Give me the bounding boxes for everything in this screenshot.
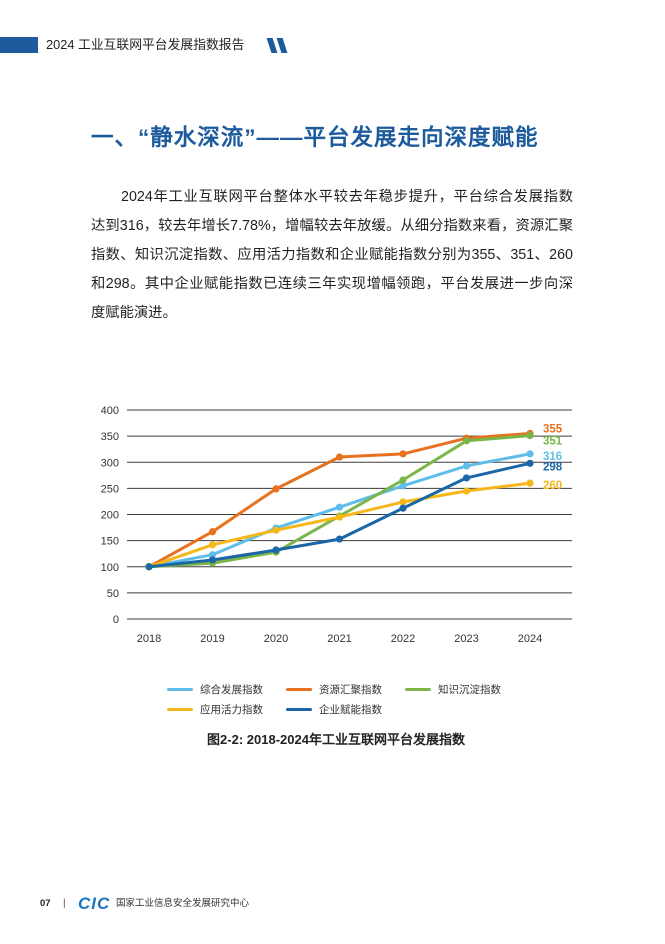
legend-label: 资源汇聚指数 [319, 683, 382, 696]
x-tick-label: 2023 [454, 633, 478, 645]
series-group [145, 432, 534, 571]
report-header-title: 2024 工业互联网平台发展指数报告 [46, 37, 245, 52]
data-point-marker [462, 474, 471, 482]
legend-item: 知识沉淀指数 [405, 679, 524, 699]
stripe-mark [266, 38, 278, 53]
x-tick-label: 2018 [137, 633, 161, 645]
legend-item: 综合发展指数 [167, 679, 286, 699]
y-tick-label: 300 [101, 457, 119, 469]
legend-label: 综合发展指数 [200, 683, 263, 696]
data-point-marker [208, 528, 217, 536]
chart-series [145, 429, 534, 571]
paragraph-line: 指数、知识沉淀指数、应用活力指数和企业赋能指数分别为355、351、260 [91, 247, 573, 263]
data-point-marker [272, 526, 280, 534]
data-point-marker [272, 485, 280, 493]
legend-label: 应用活力指数 [200, 703, 263, 716]
x-tick-label: 2019 [200, 633, 224, 645]
chart-legend: 综合发展指数 资源汇聚指数 知识沉淀指数 应用活力指数 企业赋能指数 [167, 679, 527, 719]
y-tick-label: 350 [101, 431, 119, 443]
cic-logo: CIC [78, 894, 111, 913]
data-point-marker [526, 432, 534, 440]
y-tick-label: 100 [101, 562, 119, 574]
legend-label: 企业赋能指数 [319, 703, 382, 716]
header-stripes-icon [266, 38, 291, 53]
legend-swatch [167, 707, 193, 711]
data-point-marker [526, 479, 534, 487]
paragraph-line: 和298。其中企业赋能指数已连续三年实现增幅领跑，平台发展进一步向深 [91, 276, 573, 292]
paragraph-line: 2024年工业互联网平台整体水平较去年稳步提升，平台综合发展指数 [121, 189, 573, 205]
y-tick-label: 400 [101, 405, 119, 417]
body-paragraph: 2024年工业互联网平台整体水平较去年稳步提升，平台综合发展指数 达到316，较… [91, 183, 573, 328]
x-axis-labels: 2018 2019 2020 2021 2022 2023 2024 [137, 633, 542, 645]
index-line-chart: 0 50 100 150 200 250 300 350 400 2018 2019 2020 202… [101, 405, 572, 645]
data-point-marker [462, 487, 471, 495]
footer-separator: | [63, 898, 66, 909]
legend-item: 应用活力指数 [167, 699, 286, 719]
series-line [147, 481, 532, 569]
paragraph-line: 度赋能演进。 [91, 305, 177, 321]
data-label: 355 [543, 424, 563, 436]
y-tick-label: 150 [101, 536, 119, 548]
legend-item: 企业赋能指数 [286, 699, 405, 719]
data-point-marker [208, 556, 217, 564]
x-tick-label: 2024 [518, 633, 542, 645]
data-point-marker [335, 453, 344, 461]
data-point-marker [145, 563, 153, 571]
x-tick-label: 2021 [327, 633, 351, 645]
data-point-marker [399, 498, 407, 506]
footer-org-name: 国家工业信息安全发展研究中心 [116, 898, 250, 909]
data-point-marker [335, 513, 344, 521]
data-label: 351 [543, 436, 563, 448]
legend-item: 资源汇聚指数 [286, 679, 405, 699]
data-point-marker [526, 450, 534, 458]
header-accent-bar [0, 37, 38, 53]
x-tick-label: 2020 [264, 633, 288, 645]
legend-swatch [405, 687, 431, 691]
stripe-mark [276, 38, 288, 53]
y-tick-label: 250 [101, 483, 119, 495]
legend-swatch [167, 687, 193, 691]
data-point-marker [335, 535, 344, 543]
y-tick-label: 200 [101, 510, 119, 522]
data-point-marker [399, 504, 407, 512]
data-point-marker [399, 482, 407, 490]
page-number: 07 [40, 898, 51, 909]
data-label: 316 [543, 451, 562, 463]
data-point-marker [526, 459, 534, 467]
data-point-marker [399, 476, 407, 484]
legend-swatch [286, 687, 312, 691]
data-label: 298 [543, 461, 563, 473]
x-tick-label: 2022 [391, 633, 415, 645]
data-point-marker [208, 551, 217, 559]
data-point-marker [335, 503, 344, 511]
y-axis-labels: 0 50 100 150 200 250 300 350 400 [101, 405, 119, 626]
data-label: 260 [543, 480, 562, 492]
legend-swatch [286, 707, 312, 711]
figure-caption: 图2-2: 2018-2024年工业互联网平台发展指数 [207, 732, 465, 747]
data-point-marker [462, 462, 471, 470]
y-tick-label: 50 [107, 588, 119, 600]
y-tick-label: 0 [113, 614, 119, 626]
data-point-marker [208, 541, 217, 549]
series-group [145, 459, 534, 571]
data-point-marker [272, 546, 280, 554]
data-point-marker [399, 450, 407, 458]
section-title: 一、“静水深流”——平台发展走向深度赋能 [91, 125, 539, 150]
legend-label: 知识沉淀指数 [438, 683, 501, 696]
series-group [145, 450, 534, 571]
data-point-marker [462, 437, 471, 445]
paragraph-line: 达到316，较去年增长7.78%，增幅较去年放缓。从细分指数来看，资源汇聚 [91, 218, 573, 234]
